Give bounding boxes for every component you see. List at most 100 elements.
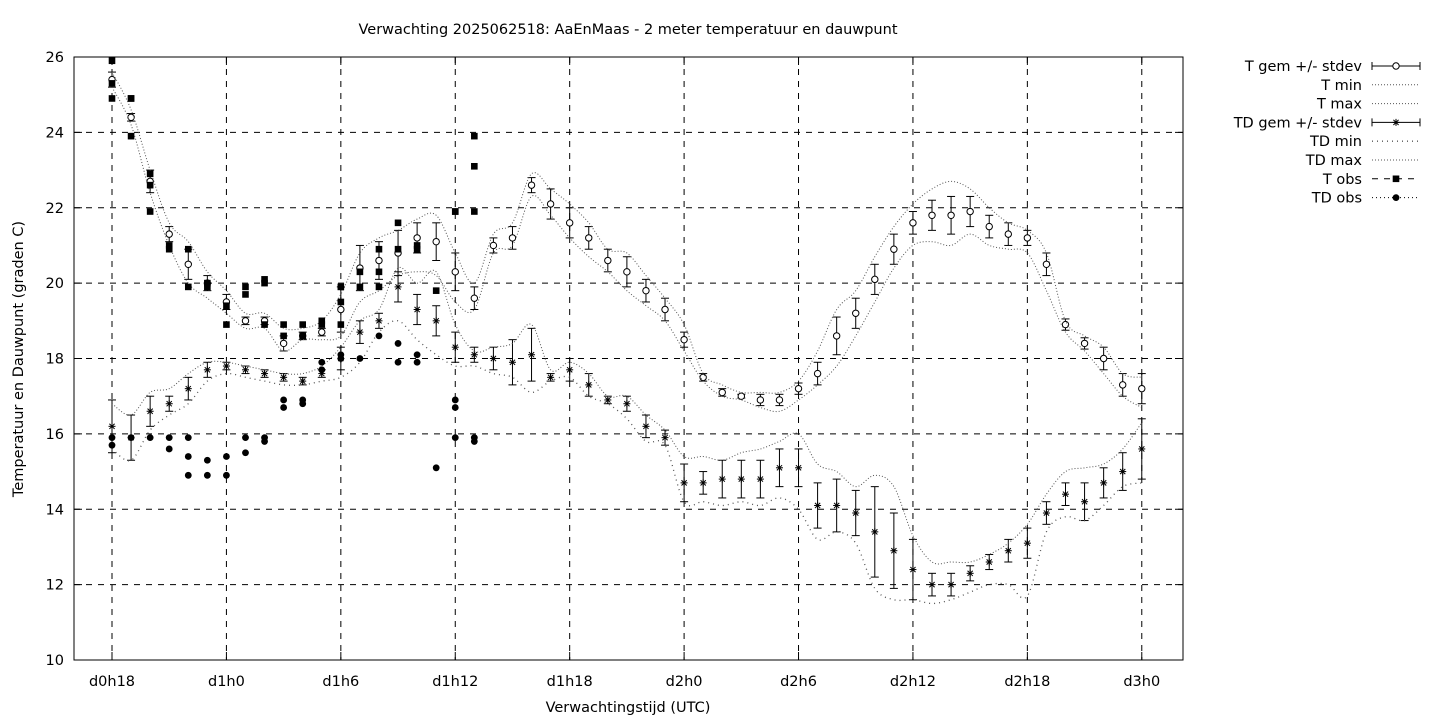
td-obs-point: [451, 404, 459, 411]
td-gem-stdev-point: [165, 400, 173, 408]
t-obs-point: [242, 291, 249, 298]
t-min-line: [111, 86, 1143, 413]
t-gem-stdev-point: [813, 369, 822, 378]
t-gem-stdev-point: [680, 335, 688, 344]
t-gem-stdev-point: [489, 241, 498, 250]
t-gem-stdev-point: [337, 305, 345, 314]
td-gem-stdev-point: [394, 283, 402, 291]
grid-lines: [74, 57, 1183, 660]
x-tick-label: d2h6: [780, 674, 817, 690]
t-gem-stdev-point: [890, 245, 898, 253]
td-gem-stdev-point: [756, 475, 764, 483]
y-tick-label: 16: [46, 427, 64, 443]
t-obs-point: [432, 287, 440, 294]
x-tick-label: d1h18: [547, 674, 593, 690]
t-gem-stdev-point: [623, 268, 631, 276]
td-gem-stdev-point: [604, 396, 612, 404]
t-gem-stdev-point: [1099, 354, 1108, 363]
td-gem-stdev-point: [775, 464, 783, 472]
td-gem-stdev-point: [1004, 547, 1012, 555]
td-obs-point: [184, 434, 192, 442]
td-gem-stdev-point: [280, 373, 288, 381]
series-layer: [108, 57, 1146, 605]
x-tick-label: d1h0: [208, 674, 245, 690]
td-gem-stdev-point: [985, 558, 993, 566]
t-obs-point: [318, 321, 326, 328]
td-obs-point: [413, 351, 421, 359]
t-gem-stdev-point: [375, 256, 383, 265]
x-tick-label: d2h12: [890, 674, 936, 690]
series-t-gem-stdev: [108, 71, 1146, 407]
axis-ticks: 10 12 14 16 18 20 22 24 26 d0h18 d1h0 d1h6 d1h12 d1h1…: [46, 50, 1183, 690]
t-obs-point: [261, 276, 268, 283]
t-obs-point: [108, 95, 116, 102]
legend-entry-t-min: T min: [1320, 78, 1420, 94]
td-obs-point: [451, 434, 459, 442]
td-gem-stdev-point: [661, 434, 669, 442]
td-gem-stdev-point: [261, 370, 269, 378]
t-obs-point: [108, 80, 116, 87]
t-gem-stdev-point: [585, 234, 593, 242]
t-obs-point: [375, 245, 383, 253]
td-obs-point: [223, 471, 230, 479]
x-tick-label: d0h18: [89, 674, 135, 690]
legend-entry-td-gem-stdev: TD gem +/- stdev: [1233, 115, 1421, 131]
t-obs-point: [261, 321, 268, 328]
t-obs-point: [108, 57, 116, 65]
td-obs-point: [375, 332, 383, 340]
t-obs-point: [165, 245, 173, 253]
td-obs-point: [432, 464, 440, 472]
legend-label: T obs: [1322, 172, 1362, 188]
td-gem-stdev-point: [470, 351, 478, 359]
td-obs-point: [299, 400, 307, 408]
legend-marker: [1392, 194, 1400, 202]
td-obs-point: [451, 396, 459, 404]
series-td-max: [111, 266, 1143, 565]
legend-label: T max: [1316, 97, 1362, 113]
td-gem-stdev-point: [871, 528, 879, 536]
t-gem-stdev-point: [661, 305, 669, 314]
td-obs-point: [356, 355, 364, 362]
legend-entry-td-min: TD min: [1309, 134, 1420, 150]
td-obs-point: [318, 366, 326, 374]
t-obs-point: [471, 208, 478, 215]
t-gem-stdev-point: [1119, 381, 1127, 389]
y-tick-label: 14: [46, 502, 64, 518]
t-gem-stdev-point: [432, 237, 440, 246]
series-t-max: [111, 71, 1142, 394]
t-obs-point: [280, 332, 287, 340]
t-obs-point: [184, 245, 192, 253]
t-obs-point: [242, 283, 249, 291]
t-gem-stdev-point: [737, 392, 746, 400]
t-gem-stdev-point: [165, 230, 173, 238]
series-td-obs: [108, 332, 478, 479]
t-obs-point: [146, 170, 154, 178]
td-obs-point: [413, 358, 421, 366]
x-tick-label: d1h6: [322, 674, 359, 690]
t-gem-stdev-point: [832, 332, 841, 340]
td-gem-stdev-point: [375, 317, 383, 325]
series-t-min: [111, 86, 1143, 413]
x-tick-label: d3h0: [1123, 674, 1160, 690]
series-td-min: [111, 320, 1142, 605]
t-obs-point: [413, 242, 421, 249]
t-gem-stdev-point: [241, 317, 250, 325]
t-gem-stdev-point: [279, 339, 288, 348]
td-obs-point: [146, 434, 154, 442]
td-obs-point: [203, 456, 211, 464]
y-tick-label: 12: [46, 578, 64, 594]
plot-frame: [73, 56, 1184, 661]
legend-marker: [1392, 175, 1400, 183]
legend-label: T gem +/- stdev: [1244, 59, 1363, 75]
t-obs-point: [394, 245, 402, 253]
t-gem-stdev-point: [928, 211, 936, 219]
td-gem-stdev-point: [890, 547, 898, 555]
t-gem-stdev-point: [852, 309, 860, 317]
t-obs-point: [280, 321, 287, 328]
td-obs-point: [127, 434, 135, 442]
t-obs-point: [394, 219, 402, 227]
t-obs-point: [204, 279, 211, 287]
t-gem-stdev-point: [794, 384, 803, 393]
td-gem-stdev-point: [241, 366, 249, 374]
